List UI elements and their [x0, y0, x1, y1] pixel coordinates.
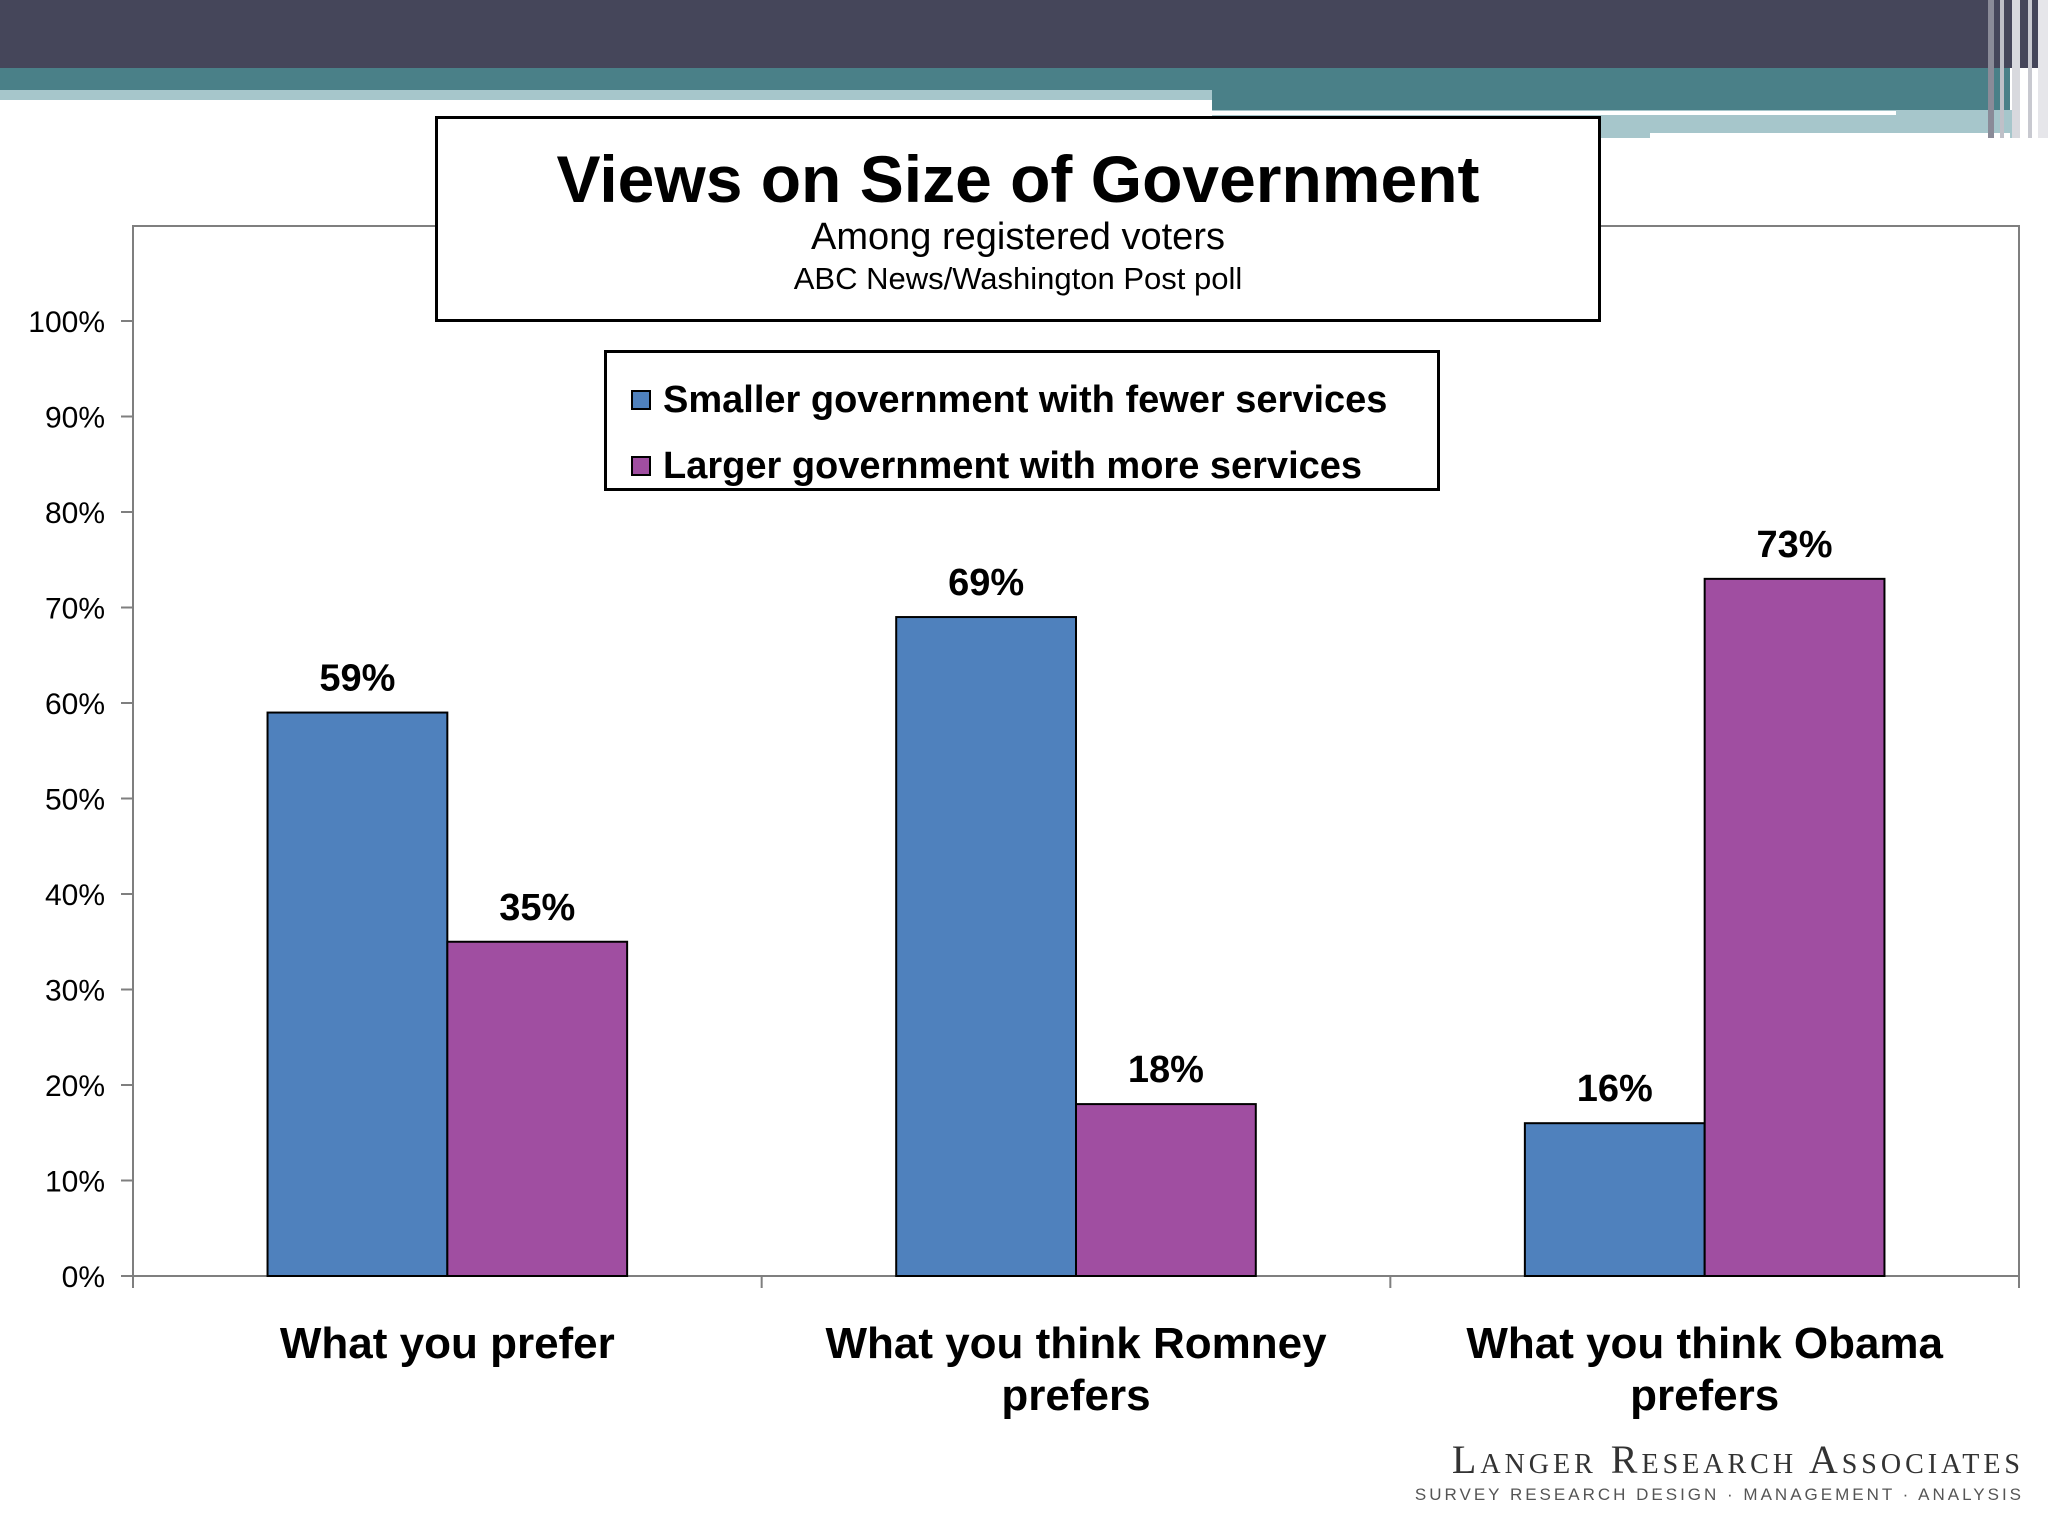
bar-larger-government	[1075, 1103, 1257, 1277]
bar-larger-government	[1703, 577, 1886, 1277]
header-dark-band	[0, 0, 2048, 68]
x-axis	[132, 1276, 2020, 1288]
legend-swatch-blue	[631, 390, 651, 410]
brand-name: Langer Research Associates	[1451, 1437, 2024, 1482]
category-labels: What you prefer What you think Romney pref…	[280, 1319, 1944, 1420]
y-tick-label: 40%	[45, 879, 105, 912]
bar-smaller-government	[266, 711, 449, 1277]
category-label: What you think Romney prefers	[825, 1319, 1327, 1420]
chart-title: Views on Size of Government	[556, 142, 1480, 216]
brand-logo: Langer Research Associates SURVEY RESEAR…	[1415, 1438, 2024, 1508]
header-stripe-2	[2000, 0, 2004, 138]
chart-title-box: Views on Size of Government Among regist…	[435, 116, 1601, 322]
data-label: 35%	[499, 887, 575, 929]
y-tick-label: 20%	[45, 1070, 105, 1103]
y-tick-label: 50%	[45, 784, 105, 817]
header-white-block	[1650, 133, 2010, 140]
legend-swatch-purple	[631, 456, 651, 476]
y-tick-label: 0%	[62, 1261, 105, 1294]
y-tick-label: 80%	[45, 497, 105, 530]
y-axis: 0% 10% 20% 30% 40% 50% 60% 70% 80% 90% 100%	[28, 306, 133, 1294]
data-label: 18%	[1128, 1049, 1204, 1091]
category-label: What you think Obama prefers	[1466, 1319, 1943, 1420]
bar-larger-government	[446, 940, 629, 1277]
category-label: What you prefer	[280, 1319, 615, 1368]
chart-subtitle: Among registered voters	[811, 216, 1225, 258]
y-tick-label: 30%	[45, 975, 105, 1008]
header-white-line	[1212, 111, 1896, 115]
y-tick-label: 60%	[45, 688, 105, 721]
legend-label-smaller-government: Smaller government with fewer services	[663, 378, 1388, 421]
header-light-band	[0, 90, 1212, 100]
y-tick-label: 90%	[45, 402, 105, 435]
data-label: 59%	[319, 658, 395, 700]
bars	[266, 577, 1886, 1277]
legend-item-larger-government: Larger government with more services	[631, 433, 1437, 499]
bar-smaller-government	[895, 616, 1078, 1277]
brand-tagline: SURVEY RESEARCH DESIGN · MANAGEMENT · AN…	[1414, 1485, 2024, 1504]
data-label: 69%	[948, 562, 1024, 604]
header-stripe-4	[2028, 0, 2032, 138]
header-teal-lower	[1212, 90, 2010, 110]
data-labels: 59% 35% 69% 18% 16% 73%	[319, 524, 1832, 1110]
chart-source: ABC News/Washington Post poll	[793, 261, 1243, 296]
legend-item-smaller-government: Smaller government with fewer services	[631, 367, 1437, 433]
y-tick-label: 100%	[28, 306, 105, 339]
y-tick-label: 10%	[45, 1166, 105, 1199]
legend-label-larger-government: Larger government with more services	[663, 444, 1363, 487]
header-teal-band	[0, 68, 2010, 90]
data-label: 16%	[1577, 1068, 1653, 1110]
header-stripe-5	[2038, 0, 2048, 138]
data-label: 73%	[1757, 524, 1833, 566]
bar-smaller-government	[1523, 1122, 1706, 1277]
slide-header-banner	[0, 0, 2048, 140]
header-stripe-1	[1988, 0, 1994, 138]
header-stripe-3	[2012, 0, 2020, 138]
chart-legend: Smaller government with fewer services L…	[604, 350, 1440, 491]
y-tick-label: 70%	[45, 593, 105, 626]
